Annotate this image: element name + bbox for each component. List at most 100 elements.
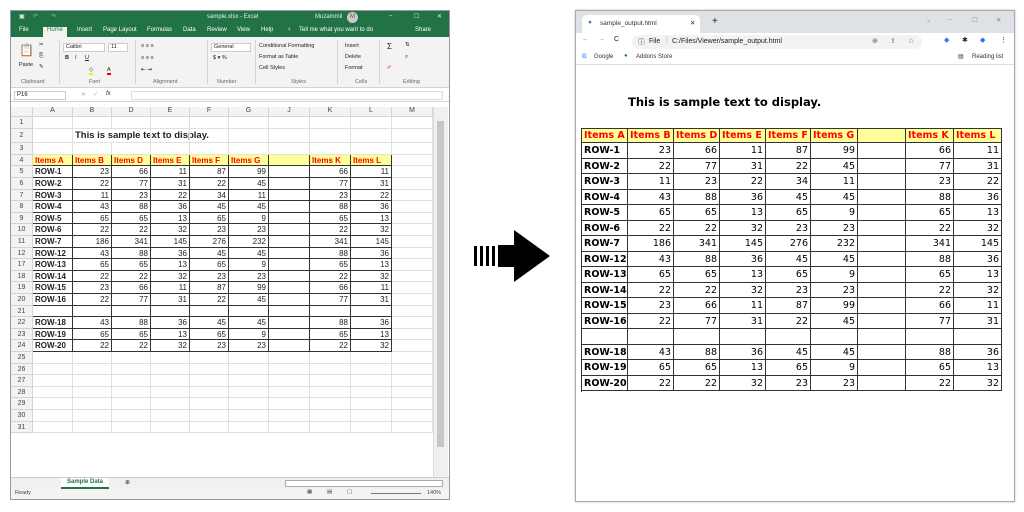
cell[interactable] [310, 410, 351, 422]
cell[interactable] [392, 270, 433, 283]
cell[interactable] [73, 143, 112, 155]
table-cell[interactable]: 77 [310, 294, 351, 306]
table-cell[interactable]: 9 [229, 328, 269, 341]
cell[interactable] [73, 363, 112, 376]
table-cell[interactable]: 11 [351, 166, 392, 178]
table-cell[interactable]: 45 [229, 178, 269, 190]
page-layout-view-icon[interactable]: ▤ [327, 489, 333, 495]
cell[interactable] [190, 143, 229, 155]
table-cell[interactable]: 43 [73, 201, 112, 213]
cell[interactable] [351, 386, 392, 399]
table-cell[interactable]: 22 [112, 270, 151, 283]
bold-icon[interactable]: B [65, 55, 69, 61]
table-cell[interactable]: 13 [151, 328, 190, 341]
share-icon[interactable]: ⇪ [890, 38, 896, 45]
table-cell[interactable]: 66 [112, 282, 151, 294]
table-cell[interactable]: 13 [151, 259, 190, 271]
cell[interactable] [151, 386, 190, 399]
cell[interactable] [392, 410, 433, 422]
enter-icon[interactable]: ✓ [93, 92, 99, 98]
table-cell[interactable] [269, 166, 310, 178]
table-cell[interactable]: 36 [351, 247, 392, 260]
table-cell[interactable]: 23 [73, 166, 112, 178]
table-cell[interactable]: 341 [310, 236, 351, 248]
cell[interactable] [229, 398, 269, 410]
table-cell[interactable]: 36 [151, 247, 190, 260]
column-header-B[interactable]: B [73, 107, 112, 117]
cell[interactable] [351, 375, 392, 387]
table-header-cell[interactable]: Items A [33, 154, 73, 167]
column-header-F[interactable]: F [190, 107, 229, 117]
cell[interactable] [112, 375, 151, 387]
table-cell[interactable]: 31 [351, 294, 392, 306]
cell[interactable] [190, 128, 229, 144]
table-cell[interactable]: 22 [73, 294, 112, 306]
table-cell[interactable] [269, 340, 310, 352]
cell[interactable] [392, 247, 433, 260]
cancel-icon[interactable]: ✕ [81, 92, 87, 98]
cell[interactable] [33, 386, 73, 399]
table-cell[interactable]: 145 [151, 236, 190, 248]
cell[interactable] [310, 352, 351, 364]
cell[interactable] [310, 375, 351, 387]
row-header-9[interactable]: 9 [11, 212, 33, 225]
table-cell[interactable]: 22 [73, 178, 112, 190]
table-cell[interactable]: 11 [351, 282, 392, 294]
tab-home[interactable]: Home [43, 27, 68, 37]
table-header-cell[interactable]: Items F [190, 154, 229, 167]
indent-icon[interactable]: ⇤ ⇥ [141, 67, 152, 73]
info-icon[interactable]: ⓘ [638, 39, 645, 46]
cell[interactable] [269, 143, 310, 155]
cell[interactable] [190, 398, 229, 410]
table-cell[interactable]: 341 [112, 236, 151, 248]
table-cell[interactable] [33, 305, 73, 318]
font-name-select[interactable]: Calibri [63, 43, 105, 52]
undo-icon[interactable]: ↶ [33, 14, 39, 20]
cell[interactable] [151, 398, 190, 410]
cell[interactable] [351, 421, 392, 434]
tab-data[interactable]: Data [183, 27, 196, 33]
column-header-L[interactable]: L [351, 107, 392, 117]
cell[interactable] [392, 282, 433, 294]
table-cell[interactable] [269, 305, 310, 318]
table-cell[interactable] [269, 259, 310, 271]
table-cell[interactable]: 45 [229, 247, 269, 260]
table-cell[interactable]: 45 [190, 317, 229, 329]
table-cell[interactable]: 232 [229, 236, 269, 248]
align-left-icon[interactable]: ≡ ≡ ≡ [141, 55, 154, 61]
table-cell[interactable]: 88 [112, 247, 151, 260]
table-cell[interactable]: 88 [112, 201, 151, 213]
table-cell[interactable] [269, 224, 310, 236]
cell[interactable] [310, 421, 351, 434]
row-header-2[interactable]: 2 [11, 128, 33, 144]
cell[interactable] [151, 117, 190, 129]
copy-icon[interactable]: ⎘ [39, 53, 44, 59]
row-header-3[interactable]: 3 [11, 143, 33, 155]
table-cell[interactable]: 22 [151, 189, 190, 202]
cell[interactable] [229, 128, 269, 144]
row-header-29[interactable]: 29 [11, 398, 33, 410]
cell[interactable] [73, 117, 112, 129]
table-cell[interactable]: 22 [190, 294, 229, 306]
cell[interactable] [73, 398, 112, 410]
find-icon[interactable]: ⌕ [405, 54, 409, 60]
address-bar[interactable]: ⓘ File | C:/Files/Viewer/sample_output.h… [632, 35, 922, 49]
formula-input[interactable] [131, 91, 443, 100]
normal-view-icon[interactable]: ▦ [307, 489, 313, 495]
cell[interactable] [392, 375, 433, 387]
cell[interactable] [392, 386, 433, 399]
table-cell[interactable]: ROW-4 [33, 201, 73, 213]
table-cell[interactable]: 65 [112, 212, 151, 225]
tab-close-icon[interactable]: ✕ [690, 20, 696, 27]
cell[interactable] [392, 259, 433, 271]
cell[interactable] [112, 398, 151, 410]
table-cell[interactable]: ROW-5 [33, 212, 73, 225]
cell[interactable] [73, 375, 112, 387]
share-button[interactable]: Share [415, 27, 432, 33]
cell[interactable] [392, 317, 433, 329]
bookmark-google[interactable]: Google [594, 54, 614, 60]
column-header-E[interactable]: E [151, 107, 190, 117]
cell[interactable] [229, 352, 269, 364]
cell[interactable] [269, 363, 310, 376]
table-cell[interactable]: 36 [351, 201, 392, 213]
